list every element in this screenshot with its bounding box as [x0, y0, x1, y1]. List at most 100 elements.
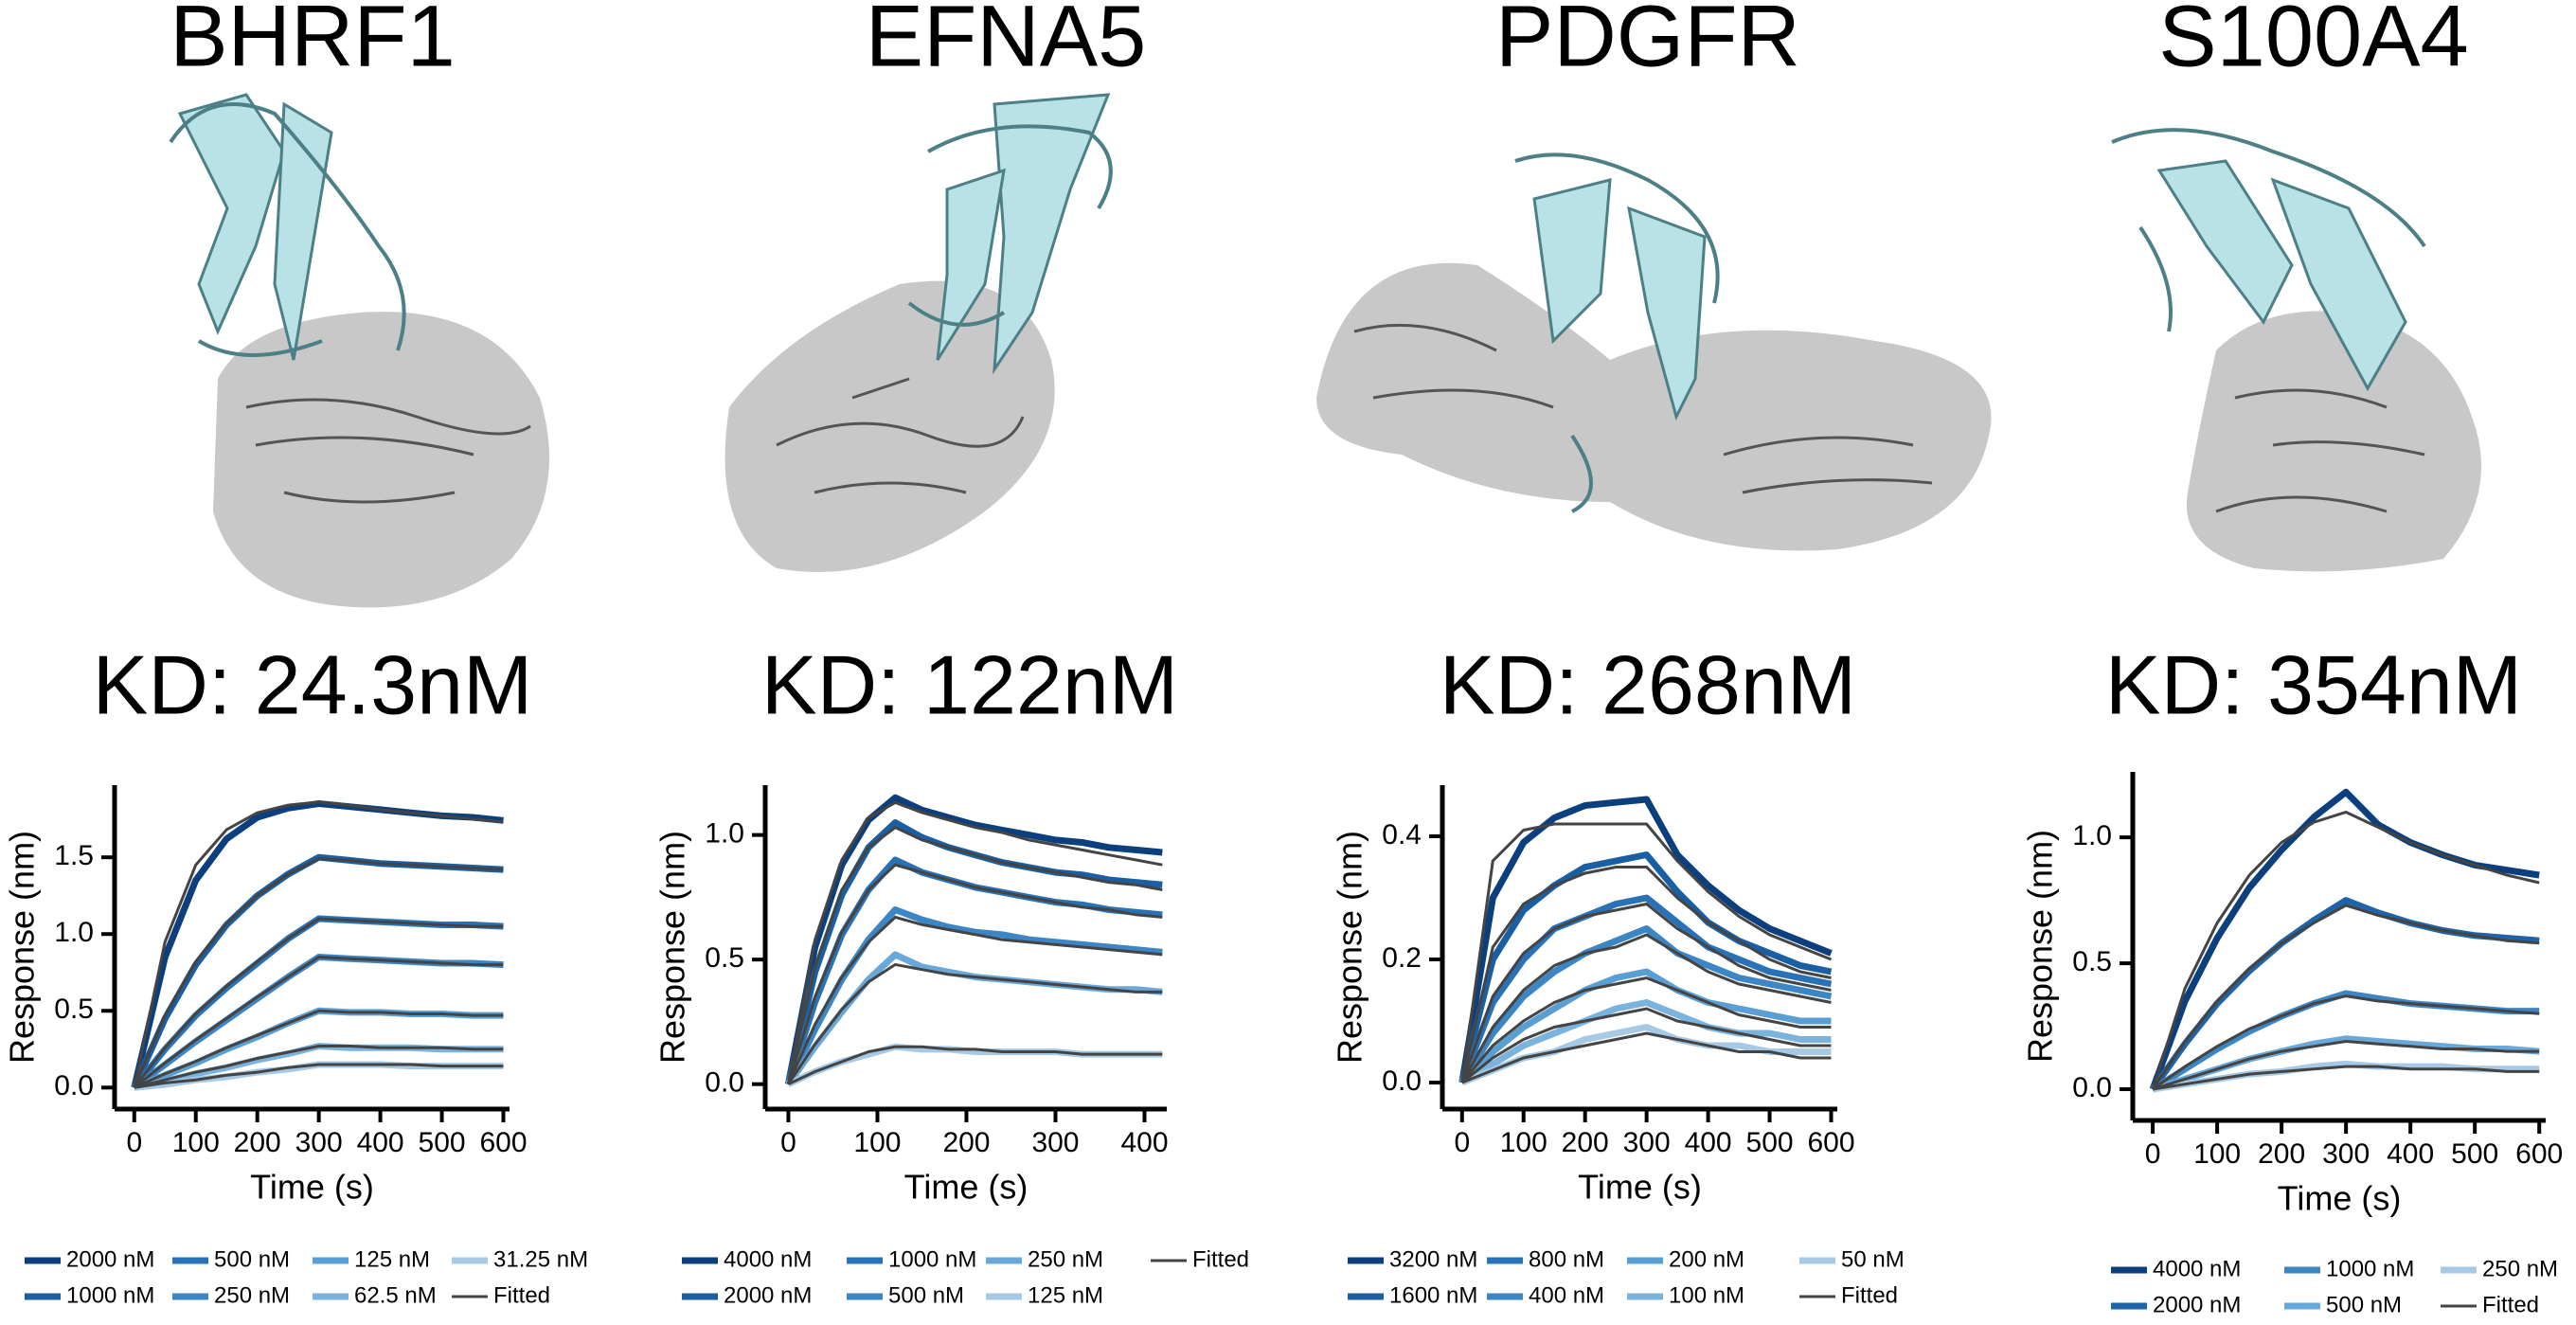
y-tick-label: 0.5	[54, 994, 94, 1025]
fitted-line	[1460, 902, 1832, 1083]
sheet	[2156, 159, 2294, 325]
data-line	[1458, 925, 1833, 1084]
strand	[1353, 323, 1933, 494]
chart-title: BHRF1	[170, 0, 456, 84]
legend-label: 1000 nM	[66, 1282, 154, 1308]
legend-label: 31.25 nM	[493, 1246, 588, 1272]
x-tick-label: 300	[295, 1127, 343, 1158]
legend: 4000 nM 2000 nM 1000 nM 500 nM 250 nM 125 nM F…	[682, 1246, 1249, 1308]
fitted-line	[133, 917, 504, 1089]
panel: BHRF1 KD: 24.3nM 0.0 0.5 1.0 1.5 0 100 200 300 400…	[3, 0, 589, 1308]
y-tick-label: 1.0	[2072, 820, 2112, 851]
x-axis-label: Time (s)	[1578, 1168, 1702, 1207]
legend-label: Fitted	[2482, 1292, 2539, 1317]
surface	[1316, 262, 1992, 551]
y-tick-label: 0.5	[2072, 946, 2112, 977]
kd-label: KD: 354nM	[2105, 637, 2522, 731]
legend-label: 62.5 nM	[354, 1282, 437, 1308]
panel: PDGFR KD: 268nM 0.0 0.2 0.4 0 100 200 300 400 500 6…	[1331, 0, 1905, 1308]
sheet	[993, 93, 1111, 375]
x-tick-label: 100	[172, 1127, 220, 1158]
legend-label: 4000 nM	[2153, 1256, 2241, 1281]
legend-label: 4000 nM	[724, 1246, 812, 1272]
data-line	[1458, 796, 1833, 1083]
y-axis-label: Response (nm)	[1331, 831, 1369, 1064]
kd-label: KD: 122nM	[761, 637, 1178, 731]
legend: 2000 nM 1000 nM 500 nM 250 nM 125 nM 62.5 nM 3…	[25, 1246, 588, 1308]
fitted-line	[2152, 1039, 2540, 1091]
coil	[1514, 152, 1720, 513]
data-line	[1458, 851, 1833, 1083]
y-tick-label: 0.0	[705, 1067, 744, 1099]
sheet	[2270, 177, 2407, 392]
sheet	[936, 168, 1006, 361]
legend-label: 3200 nM	[1389, 1246, 1477, 1272]
fitted-line	[1461, 1031, 1832, 1084]
sheet	[177, 93, 286, 335]
x-tick-label: 100	[1500, 1127, 1547, 1158]
data-line	[1458, 894, 1833, 1084]
fitted-line	[2151, 904, 2540, 1090]
x-tick-label: 200	[234, 1127, 281, 1158]
legend-label: 2000 nM	[66, 1246, 154, 1272]
y-axis-label: Response (nm)	[2021, 830, 2060, 1063]
legend-label: 1600 nM	[1389, 1282, 1477, 1308]
legend-label: Fitted	[1841, 1282, 1898, 1308]
x-tick-label: 100	[853, 1127, 901, 1158]
legend-label: 250 nM	[214, 1282, 290, 1308]
data-line	[1459, 999, 1832, 1086]
fitted-line	[787, 1045, 1163, 1086]
legend-label: 125 nM	[1028, 1282, 1103, 1308]
x-tick-label: 0	[780, 1127, 796, 1158]
fitted-line	[1460, 822, 1833, 1083]
structure-pdgfr	[1316, 152, 1992, 551]
x-axis-label: Time (s)	[904, 1168, 1029, 1207]
legend-label: 250 nM	[1028, 1246, 1103, 1272]
fitted-line	[134, 1063, 504, 1089]
legend: 3200 nM 1600 nM 800 nM 400 nM 200 nM 100 nM 50…	[1348, 1246, 1905, 1308]
fitted-line	[787, 915, 1163, 1085]
fitted-line	[2152, 1065, 2540, 1091]
y-tick-label: 1.5	[54, 840, 94, 871]
helix	[2215, 388, 2425, 513]
legend-label: Fitted	[493, 1282, 550, 1308]
x-tick-label: 100	[2193, 1138, 2241, 1170]
y-tick-label: 1.0	[54, 917, 94, 948]
x-tick-label: 300	[1031, 1127, 1079, 1158]
fitted-line	[134, 1009, 504, 1089]
strand	[776, 377, 1025, 494]
fitted-line	[786, 863, 1163, 1085]
fitted-line	[133, 955, 504, 1089]
x-tick-label: 400	[2387, 1138, 2434, 1170]
legend-label: 800 nM	[1529, 1246, 1604, 1272]
x-tick-label: 500	[2451, 1138, 2498, 1170]
panel: EFNA5 KD: 122nM 0.0 0.5 1.0 0 100 200 300 400 Time…	[653, 0, 1250, 1308]
chart-title: EFNA5	[866, 0, 1147, 84]
coil	[2111, 128, 2426, 332]
y-tick-label: 0.0	[54, 1070, 94, 1101]
structure-s100a4	[2111, 128, 2481, 572]
x-tick-label: 500	[419, 1127, 466, 1158]
chart-title: PDGFR	[1495, 0, 1800, 84]
y-tick-label: 0.5	[705, 942, 744, 974]
y-tick-label: 0.2	[1382, 942, 1422, 974]
data-line	[1459, 968, 1832, 1085]
legend-label: 500 nM	[214, 1246, 290, 1272]
legend-label: 500 nM	[888, 1282, 964, 1308]
x-tick-label: 0	[2145, 1138, 2161, 1170]
sheet	[1627, 206, 1707, 421]
fitted-line	[2151, 810, 2540, 1090]
fitted-line	[786, 825, 1163, 1085]
sheet	[1532, 178, 1612, 345]
legend-label: 1000 nM	[888, 1246, 976, 1272]
y-tick-label: 1.0	[705, 818, 744, 850]
fitted-line	[787, 962, 1163, 1085]
y-axis-label: Response (nm)	[653, 831, 692, 1064]
y-tick-label: 0.4	[1382, 819, 1422, 851]
fitted-line	[1460, 1007, 1832, 1084]
x-tick-label: 300	[1623, 1127, 1671, 1158]
kd-label: KD: 24.3nM	[93, 637, 533, 731]
legend-label: 125 nM	[354, 1246, 430, 1272]
